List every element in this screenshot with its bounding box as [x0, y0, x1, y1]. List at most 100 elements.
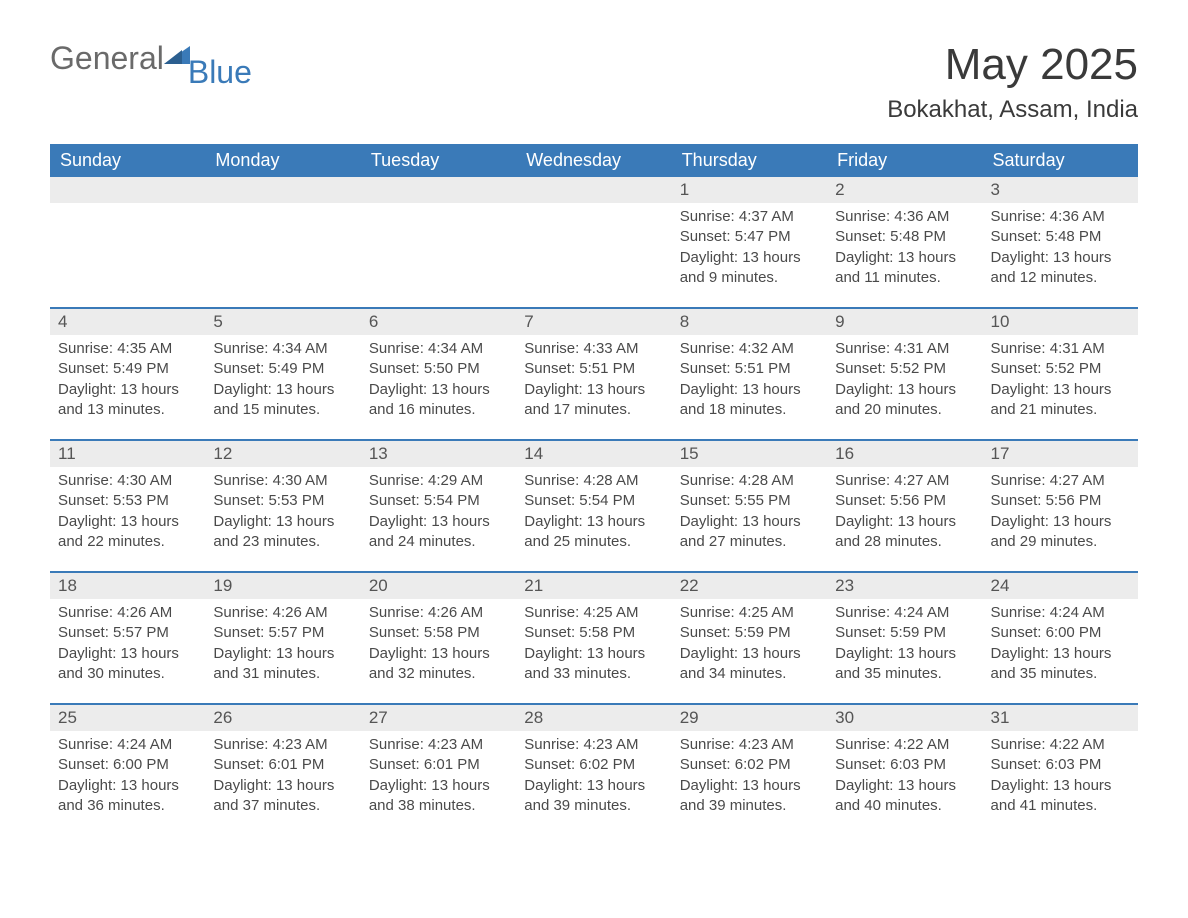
- title-block: May 2025 Bokakhat, Assam, India: [887, 40, 1138, 124]
- daylight-line: Daylight: 13 hours and 23 minutes.: [213, 512, 352, 553]
- daylight-line: Daylight: 13 hours and 11 minutes.: [835, 248, 974, 289]
- day-cell: 6Sunrise: 4:34 AMSunset: 5:50 PMDaylight…: [361, 309, 516, 439]
- week-row: 25Sunrise: 4:24 AMSunset: 6:00 PMDayligh…: [50, 703, 1138, 835]
- day-details: Sunrise: 4:37 AMSunset: 5:47 PMDaylight:…: [672, 203, 827, 296]
- daylight-line: Daylight: 13 hours and 34 minutes.: [680, 644, 819, 685]
- day-number: 27: [361, 705, 516, 731]
- day-details: Sunrise: 4:26 AMSunset: 5:57 PMDaylight:…: [50, 599, 205, 692]
- week-row: 4Sunrise: 4:35 AMSunset: 5:49 PMDaylight…: [50, 307, 1138, 439]
- day-details: Sunrise: 4:28 AMSunset: 5:54 PMDaylight:…: [516, 467, 671, 560]
- day-number: 28: [516, 705, 671, 731]
- day-number: [361, 177, 516, 203]
- month-title: May 2025: [887, 40, 1138, 90]
- sunrise-line: Sunrise: 4:25 AM: [524, 603, 663, 623]
- day-cell: 14Sunrise: 4:28 AMSunset: 5:54 PMDayligh…: [516, 441, 671, 571]
- day-number: 21: [516, 573, 671, 599]
- sunset-line: Sunset: 5:52 PM: [991, 359, 1130, 379]
- sunrise-line: Sunrise: 4:30 AM: [213, 471, 352, 491]
- sunrise-line: Sunrise: 4:37 AM: [680, 207, 819, 227]
- day-cell: 13Sunrise: 4:29 AMSunset: 5:54 PMDayligh…: [361, 441, 516, 571]
- day-details: Sunrise: 4:31 AMSunset: 5:52 PMDaylight:…: [827, 335, 982, 428]
- day-number: 20: [361, 573, 516, 599]
- sunset-line: Sunset: 5:51 PM: [680, 359, 819, 379]
- day-cell: 15Sunrise: 4:28 AMSunset: 5:55 PMDayligh…: [672, 441, 827, 571]
- day-details: Sunrise: 4:25 AMSunset: 5:58 PMDaylight:…: [516, 599, 671, 692]
- day-number: 25: [50, 705, 205, 731]
- sunset-line: Sunset: 5:49 PM: [213, 359, 352, 379]
- week-row: 18Sunrise: 4:26 AMSunset: 5:57 PMDayligh…: [50, 571, 1138, 703]
- day-number: 5: [205, 309, 360, 335]
- day-number: 14: [516, 441, 671, 467]
- day-details: Sunrise: 4:31 AMSunset: 5:52 PMDaylight:…: [983, 335, 1138, 428]
- sunset-line: Sunset: 5:53 PM: [213, 491, 352, 511]
- sunset-line: Sunset: 5:48 PM: [835, 227, 974, 247]
- day-number: 31: [983, 705, 1138, 731]
- day-cell: 25Sunrise: 4:24 AMSunset: 6:00 PMDayligh…: [50, 705, 205, 835]
- daylight-line: Daylight: 13 hours and 9 minutes.: [680, 248, 819, 289]
- day-cell: 22Sunrise: 4:25 AMSunset: 5:59 PMDayligh…: [672, 573, 827, 703]
- weekday-header: Tuesday: [361, 144, 516, 177]
- day-cell: 29Sunrise: 4:23 AMSunset: 6:02 PMDayligh…: [672, 705, 827, 835]
- logo-triangle-icon: [164, 42, 190, 64]
- sunset-line: Sunset: 6:01 PM: [369, 755, 508, 775]
- day-cell: 20Sunrise: 4:26 AMSunset: 5:58 PMDayligh…: [361, 573, 516, 703]
- sunset-line: Sunset: 5:54 PM: [524, 491, 663, 511]
- daylight-line: Daylight: 13 hours and 35 minutes.: [835, 644, 974, 685]
- sunrise-line: Sunrise: 4:25 AM: [680, 603, 819, 623]
- day-number: [50, 177, 205, 203]
- sunrise-line: Sunrise: 4:35 AM: [58, 339, 197, 359]
- day-number: 22: [672, 573, 827, 599]
- day-cell: 5Sunrise: 4:34 AMSunset: 5:49 PMDaylight…: [205, 309, 360, 439]
- day-number: 26: [205, 705, 360, 731]
- day-number: 7: [516, 309, 671, 335]
- sunrise-line: Sunrise: 4:36 AM: [991, 207, 1130, 227]
- calendar-grid: SundayMondayTuesdayWednesdayThursdayFrid…: [50, 144, 1138, 835]
- day-details: [516, 203, 671, 215]
- day-cell: 11Sunrise: 4:30 AMSunset: 5:53 PMDayligh…: [50, 441, 205, 571]
- day-number: 19: [205, 573, 360, 599]
- daylight-line: Daylight: 13 hours and 31 minutes.: [213, 644, 352, 685]
- day-details: Sunrise: 4:34 AMSunset: 5:50 PMDaylight:…: [361, 335, 516, 428]
- sunset-line: Sunset: 5:51 PM: [524, 359, 663, 379]
- daylight-line: Daylight: 13 hours and 24 minutes.: [369, 512, 508, 553]
- daylight-line: Daylight: 13 hours and 33 minutes.: [524, 644, 663, 685]
- daylight-line: Daylight: 13 hours and 16 minutes.: [369, 380, 508, 421]
- day-details: Sunrise: 4:26 AMSunset: 5:57 PMDaylight:…: [205, 599, 360, 692]
- day-details: Sunrise: 4:24 AMSunset: 6:00 PMDaylight:…: [983, 599, 1138, 692]
- sunrise-line: Sunrise: 4:30 AM: [58, 471, 197, 491]
- sunset-line: Sunset: 5:47 PM: [680, 227, 819, 247]
- daylight-line: Daylight: 13 hours and 15 minutes.: [213, 380, 352, 421]
- logo-word-general: General: [50, 40, 164, 77]
- day-details: Sunrise: 4:24 AMSunset: 5:59 PMDaylight:…: [827, 599, 982, 692]
- day-cell: 8Sunrise: 4:32 AMSunset: 5:51 PMDaylight…: [672, 309, 827, 439]
- day-number: 1: [672, 177, 827, 203]
- daylight-line: Daylight: 13 hours and 18 minutes.: [680, 380, 819, 421]
- sunrise-line: Sunrise: 4:36 AM: [835, 207, 974, 227]
- day-number: 29: [672, 705, 827, 731]
- day-cell: 9Sunrise: 4:31 AMSunset: 5:52 PMDaylight…: [827, 309, 982, 439]
- day-number: 4: [50, 309, 205, 335]
- page-header: General Blue May 2025 Bokakhat, Assam, I…: [50, 40, 1138, 124]
- day-cell: 1Sunrise: 4:37 AMSunset: 5:47 PMDaylight…: [672, 177, 827, 307]
- day-details: Sunrise: 4:23 AMSunset: 6:02 PMDaylight:…: [672, 731, 827, 824]
- day-cell: 17Sunrise: 4:27 AMSunset: 5:56 PMDayligh…: [983, 441, 1138, 571]
- day-cell: 21Sunrise: 4:25 AMSunset: 5:58 PMDayligh…: [516, 573, 671, 703]
- day-details: Sunrise: 4:23 AMSunset: 6:02 PMDaylight:…: [516, 731, 671, 824]
- sunrise-line: Sunrise: 4:27 AM: [835, 471, 974, 491]
- sunset-line: Sunset: 5:56 PM: [835, 491, 974, 511]
- day-number: 11: [50, 441, 205, 467]
- sunrise-line: Sunrise: 4:31 AM: [835, 339, 974, 359]
- sunset-line: Sunset: 5:57 PM: [213, 623, 352, 643]
- day-number: 8: [672, 309, 827, 335]
- day-number: 13: [361, 441, 516, 467]
- day-cell: 26Sunrise: 4:23 AMSunset: 6:01 PMDayligh…: [205, 705, 360, 835]
- daylight-line: Daylight: 13 hours and 29 minutes.: [991, 512, 1130, 553]
- day-number: 6: [361, 309, 516, 335]
- sunset-line: Sunset: 6:03 PM: [835, 755, 974, 775]
- weekday-header: Wednesday: [516, 144, 671, 177]
- week-row: 11Sunrise: 4:30 AMSunset: 5:53 PMDayligh…: [50, 439, 1138, 571]
- day-cell: [361, 177, 516, 307]
- day-cell: 4Sunrise: 4:35 AMSunset: 5:49 PMDaylight…: [50, 309, 205, 439]
- day-details: Sunrise: 4:30 AMSunset: 5:53 PMDaylight:…: [50, 467, 205, 560]
- daylight-line: Daylight: 13 hours and 25 minutes.: [524, 512, 663, 553]
